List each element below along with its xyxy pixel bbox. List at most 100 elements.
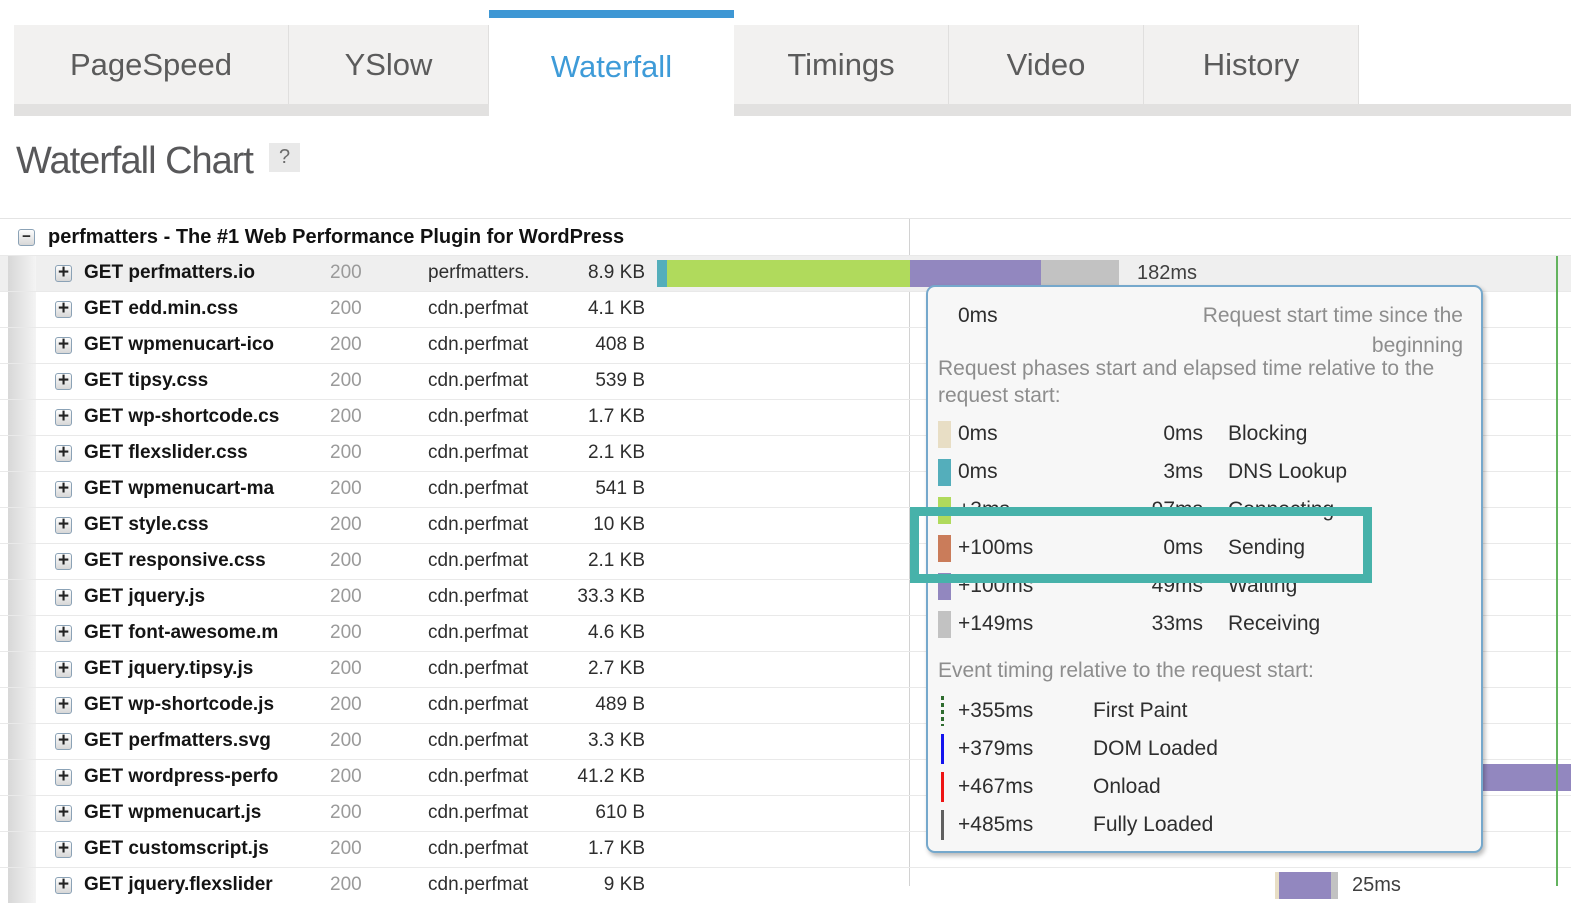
phase-start-value: +100ms xyxy=(958,536,1034,559)
request-size: 539 B xyxy=(595,370,645,391)
status-code: 200 xyxy=(330,730,362,751)
status-code: 200 xyxy=(330,802,362,823)
tab-history[interactable]: History xyxy=(1144,25,1359,104)
request-method-file: GET wpmenucart-ico xyxy=(84,334,275,355)
highlight-annotation-box xyxy=(910,507,1372,583)
request-row[interactable]: + GET wpmenucart.js 200 cdn.perfmat 610 B xyxy=(0,795,1571,831)
expand-plus-icon[interactable]: + xyxy=(55,553,72,570)
request-row[interactable]: + GET wordpress-perfo 200 cdn.perfmat 41.2 K… xyxy=(0,759,1571,795)
row-indent-gutter xyxy=(8,292,36,327)
waterfall-bar-connecting[interactable] xyxy=(667,260,910,287)
status-code: 200 xyxy=(330,586,362,607)
tab-pagespeed[interactable]: PageSpeed xyxy=(14,25,289,104)
waterfall-bar-dns-lookup[interactable] xyxy=(657,260,667,287)
tab-video[interactable]: Video xyxy=(949,25,1144,104)
status-code: 200 xyxy=(330,478,362,499)
expand-plus-icon[interactable]: + xyxy=(55,841,72,858)
status-code: 200 xyxy=(330,442,362,463)
request-domain: cdn.perfmat xyxy=(428,478,529,499)
expand-plus-icon[interactable]: + xyxy=(55,733,72,750)
expand-plus-icon[interactable]: + xyxy=(55,517,72,534)
row-indent-gutter xyxy=(8,760,36,795)
phase-color-swatch xyxy=(938,458,951,486)
request-row[interactable]: + GET wpmenucart-ma 200 cdn.perfmat 541 B xyxy=(0,471,1571,507)
expand-plus-icon[interactable]: + xyxy=(55,445,72,462)
help-icon[interactable]: ? xyxy=(269,143,301,172)
request-size: 489 B xyxy=(595,694,645,715)
expand-plus-icon[interactable]: + xyxy=(55,301,72,318)
request-row[interactable]: + GET flexslider.css 200 cdn.perfmat 2.1 KB xyxy=(0,435,1571,471)
expand-plus-icon[interactable]: + xyxy=(55,337,72,354)
event-marker-swatch xyxy=(941,696,944,726)
request-start-description: Request start time since the beginning xyxy=(1202,304,1463,357)
expand-plus-icon[interactable]: + xyxy=(55,589,72,606)
phase-color-swatch xyxy=(938,610,951,638)
row-indent-gutter xyxy=(8,796,36,831)
row-indent-gutter xyxy=(8,652,36,687)
page-group-row[interactable]: − perfmatters - The #1 Web Performance P… xyxy=(0,219,1571,255)
row-indent-gutter xyxy=(8,832,36,867)
expand-plus-icon[interactable]: + xyxy=(55,481,72,498)
request-row[interactable]: + GET wpmenucart-ico 200 cdn.perfmat 408 B xyxy=(0,327,1571,363)
request-row[interactable]: + GET jquery.flexslider 200 cdn.perfmat 9 KB… xyxy=(0,867,1571,903)
request-size: 10 KB xyxy=(593,514,645,535)
request-size: 4.6 KB xyxy=(587,622,645,643)
expand-plus-icon[interactable]: + xyxy=(55,409,72,426)
request-method-file: GET wpmenucart-ma xyxy=(84,478,275,499)
request-size: 4.1 KB xyxy=(587,298,645,319)
request-row[interactable]: + GET customscript.js 200 cdn.perfmat 1.7 KB xyxy=(0,831,1571,867)
waterfall-bar-receiving[interactable] xyxy=(1041,260,1119,287)
request-row[interactable]: + GET wp-shortcode.cs 200 cdn.perfmat 1.7 KB xyxy=(0,399,1571,435)
tabbar-bottom-strip xyxy=(14,104,1571,116)
request-domain: cdn.perfmat xyxy=(428,766,529,787)
request-method-file: GET perfmatters.svg xyxy=(84,730,271,751)
request-method-file: GET edd.min.css xyxy=(84,298,239,319)
status-code: 200 xyxy=(330,514,362,535)
status-code: 200 xyxy=(330,838,362,859)
expand-plus-icon[interactable]: + xyxy=(55,661,72,678)
request-domain: cdn.perfmat xyxy=(428,298,529,319)
tab-waterfall[interactable]: Waterfall xyxy=(489,10,734,116)
request-row[interactable]: + GET tipsy.css 200 cdn.perfmat 539 B xyxy=(0,363,1571,399)
collapse-minus-icon[interactable]: − xyxy=(18,228,35,246)
expand-plus-icon[interactable]: + xyxy=(55,697,72,714)
phase-elapsed-value: 0ms xyxy=(1163,422,1203,445)
expand-plus-icon[interactable]: + xyxy=(55,373,72,390)
request-row[interactable]: + GET perfmatters.svg 200 cdn.perfmat 3.3 KB xyxy=(0,723,1571,759)
request-row[interactable]: + GET jquery.tipsy.js 200 cdn.perfmat 2.7 KB xyxy=(0,651,1571,687)
phase-elapsed-value: 33ms xyxy=(1151,612,1203,635)
page-title-text: Waterfall Chart xyxy=(16,140,254,182)
expand-plus-icon[interactable]: + xyxy=(55,769,72,786)
row-indent-gutter xyxy=(8,472,36,507)
phase-elapsed-value: 3ms xyxy=(1163,460,1203,483)
request-row[interactable]: + GET style.css 200 cdn.perfmat 10 KB xyxy=(0,507,1571,543)
phase-start-value: 0ms xyxy=(958,422,998,445)
request-row[interactable]: + GET edd.min.css 200 cdn.perfmat 4.1 KB xyxy=(0,291,1571,327)
phases-intro-text: Request phases start and elapsed time re… xyxy=(938,357,1435,407)
tab-timings[interactable]: Timings xyxy=(734,25,949,104)
tooltip-event-row: +355ms First Paint xyxy=(938,692,1463,730)
tooltip-start-row: 0ms Request start time since the beginni… xyxy=(938,301,1463,357)
status-code: 200 xyxy=(330,262,362,283)
row-indent-gutter xyxy=(8,364,36,399)
page-group-title: perfmatters - The #1 Web Performance Plu… xyxy=(48,225,625,248)
request-row[interactable]: + GET font-awesome.m 200 cdn.perfmat 4.6 KB xyxy=(0,615,1571,651)
request-domain: cdn.perfmat xyxy=(428,586,529,607)
row-indent-gutter xyxy=(8,436,36,471)
request-size: 408 B xyxy=(595,334,645,355)
expand-plus-icon[interactable]: + xyxy=(55,265,72,282)
row-indent-gutter xyxy=(8,724,36,759)
phase-elapsed-value: 0ms xyxy=(1163,536,1203,559)
row-indent-gutter xyxy=(8,616,36,651)
request-row[interactable]: + GET jquery.js 200 cdn.perfmat 33.3 KB xyxy=(0,579,1571,615)
request-row[interactable]: + GET wp-shortcode.js 200 cdn.perfmat 489 B xyxy=(0,687,1571,723)
status-code: 200 xyxy=(330,766,362,787)
row-indent-gutter xyxy=(8,328,36,363)
expand-plus-icon[interactable]: + xyxy=(55,625,72,642)
request-row[interactable]: + GET responsive.css 200 cdn.perfmat 2.1 KB xyxy=(0,543,1571,579)
waterfall-bar-waiting[interactable] xyxy=(910,260,1041,287)
tab-yslow[interactable]: YSlow xyxy=(289,25,489,104)
event-label: Onload xyxy=(1093,775,1161,798)
expand-plus-icon[interactable]: + xyxy=(55,805,72,822)
row-indent-gutter xyxy=(8,508,36,543)
